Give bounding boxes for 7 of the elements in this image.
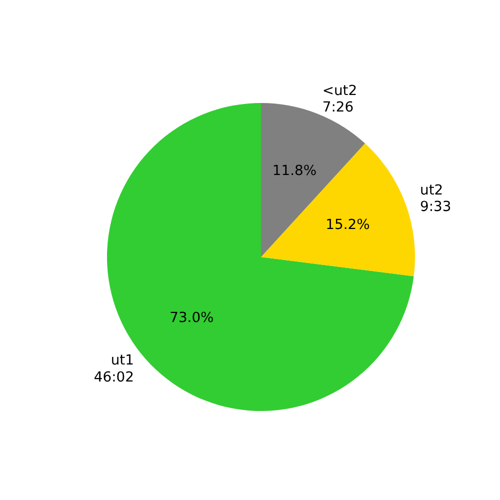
- data-label: 15.2%: [326, 217, 370, 234]
- slice-label: ut2 9:33: [420, 182, 452, 215]
- data-label: 11.8%: [272, 162, 317, 179]
- slice-label: <ut2 7:26: [322, 82, 358, 116]
- slice-label: ut1 46:02: [94, 352, 134, 386]
- data-label: 73.0%: [170, 310, 214, 326]
- pie-slice: [261, 143, 415, 276]
